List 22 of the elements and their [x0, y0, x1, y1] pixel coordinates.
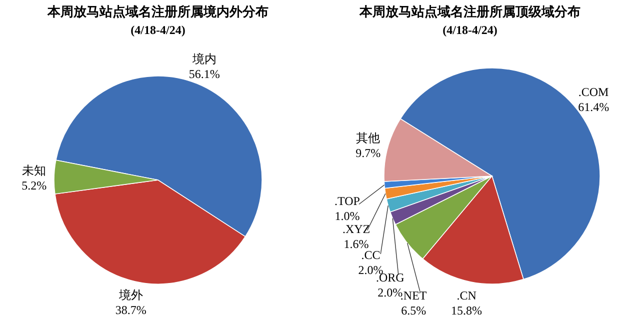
data-label: 2.0%: [378, 285, 403, 300]
data-label: 6.5%: [401, 304, 426, 318]
data-label: 61.4%: [578, 100, 610, 114]
slice-label: .NET: [400, 288, 428, 303]
slice-label: .CN: [456, 288, 477, 302]
slice-label: 境外: [118, 288, 143, 302]
data-label: 9.7%: [356, 146, 381, 160]
slice-label: .XYZ: [342, 222, 370, 236]
slice-label: 其他: [356, 130, 380, 145]
chart-subtitle: (4/18-4/24): [130, 23, 186, 37]
data-label: 56.1%: [188, 67, 220, 82]
slice-label: 境内: [191, 52, 216, 66]
data-label: 15.8%: [451, 303, 482, 318]
data-label: 38.7%: [115, 303, 146, 318]
slice-label: .COM: [578, 85, 610, 100]
data-label: 1.0%: [334, 208, 360, 223]
slice-label: .TOP: [334, 194, 360, 208]
chart-title: 本周放马站点域名注册所属境内外分布: [46, 4, 268, 20]
chart-title: 本周放马站点域名注册所属顶级域分布: [358, 4, 580, 20]
chart-subtitle: (4/18-4/24): [442, 23, 498, 37]
data-label: 5.2%: [22, 178, 47, 192]
slice-label: 未知: [22, 163, 46, 178]
